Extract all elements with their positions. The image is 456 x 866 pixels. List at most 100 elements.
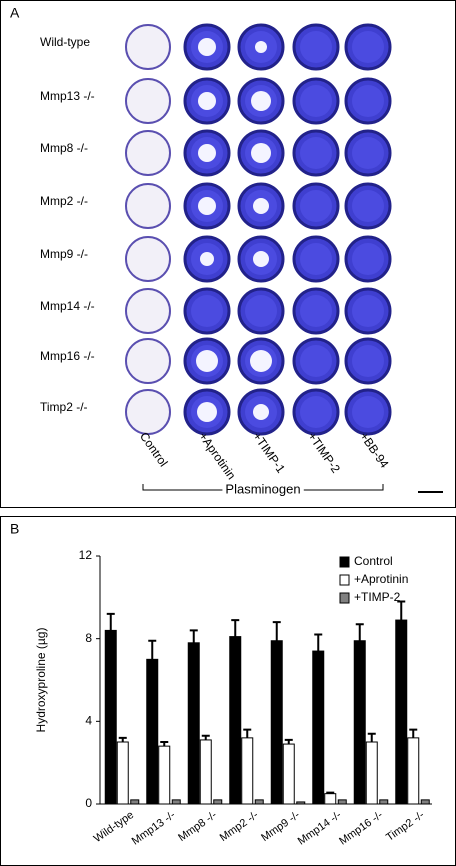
well-inner	[300, 137, 332, 169]
x-tick-label: Mmp16 -/-	[337, 809, 385, 848]
well-inner	[352, 190, 384, 222]
well-inner	[300, 396, 332, 428]
y-tick-label: 8	[85, 631, 92, 645]
column-label: +TIMP-1	[250, 430, 288, 476]
column-label: +Aprotinin	[196, 430, 239, 483]
bar	[254, 799, 264, 805]
lysis-spot	[255, 41, 267, 53]
row-label: Mmp16 -/-	[40, 349, 95, 363]
y-tick-label: 0	[85, 796, 92, 810]
error-bar	[106, 612, 115, 631]
bar	[146, 658, 159, 805]
well-inner	[300, 345, 332, 377]
bar	[270, 640, 283, 805]
row-label: Mmp8 -/-	[40, 141, 88, 155]
legend-swatch	[339, 556, 350, 568]
bar	[116, 741, 129, 805]
well-inner	[352, 31, 384, 63]
well-inner	[352, 396, 384, 428]
bar	[213, 799, 223, 805]
well-inner	[300, 31, 332, 63]
bar	[296, 801, 306, 805]
bar	[187, 642, 200, 805]
error-bar	[148, 639, 157, 660]
x-tick-label: Mmp14 -/-	[296, 809, 344, 848]
well-inner	[352, 85, 384, 117]
y-tick-label: 12	[79, 548, 93, 562]
error-bar	[272, 621, 281, 641]
column-label: +BB-94	[357, 430, 392, 471]
bar	[104, 629, 117, 805]
well-inner	[300, 190, 332, 222]
bar	[407, 737, 420, 805]
bar	[324, 793, 337, 805]
well-inner	[300, 85, 332, 117]
x-tick-label: Mmp13 -/-	[130, 809, 178, 848]
error-bar	[326, 791, 335, 794]
error-bar	[243, 728, 252, 738]
error-bar	[201, 734, 210, 740]
lysis-spot	[197, 402, 217, 422]
panel-label: A	[10, 5, 20, 21]
bar	[353, 640, 366, 805]
well-inner	[352, 243, 384, 275]
error-bar	[284, 738, 293, 745]
bar	[395, 619, 408, 805]
row-label: Mmp13 -/-	[40, 89, 95, 103]
well	[125, 338, 171, 384]
lysis-spot	[198, 144, 216, 162]
error-bar	[397, 600, 406, 621]
error-bar	[355, 623, 364, 641]
bar	[171, 799, 181, 805]
x-tick-label: Timp2 -/-	[384, 809, 427, 844]
well	[125, 389, 171, 435]
column-label: +TIMP-2	[305, 430, 343, 476]
row-label: Timp2 -/-	[40, 400, 88, 414]
lysis-spot	[250, 350, 272, 372]
error-bar	[314, 633, 323, 652]
legend-swatch	[339, 592, 350, 604]
row-label: Wild-type	[40, 35, 90, 49]
well-inner	[191, 295, 223, 327]
bar	[158, 745, 171, 805]
well	[125, 24, 171, 70]
bar	[241, 737, 254, 805]
lysis-spot	[253, 404, 269, 420]
bar	[199, 739, 212, 805]
error-bar	[160, 741, 169, 747]
bar	[282, 743, 295, 805]
bar	[365, 741, 378, 805]
bar	[229, 636, 242, 805]
well	[125, 130, 171, 176]
x-tick-label: Wild-type	[92, 809, 136, 845]
bar	[312, 650, 325, 805]
well-inner	[300, 243, 332, 275]
well	[125, 288, 171, 334]
x-tick-label: Mmp2 -/-	[218, 809, 261, 844]
lysis-spot	[251, 91, 271, 111]
well-inner	[300, 295, 332, 327]
lysis-spot	[251, 143, 271, 163]
error-bar	[118, 736, 127, 742]
bracket-label: Plasminogen	[225, 481, 300, 496]
lysis-spot	[253, 251, 269, 267]
error-bar	[367, 732, 376, 742]
panel-label: B	[10, 521, 19, 537]
legend-label: Control	[354, 554, 393, 568]
row-label: Mmp9 -/-	[40, 247, 88, 261]
well-inner	[352, 345, 384, 377]
column-label: Control	[137, 430, 171, 470]
well-inner	[352, 137, 384, 169]
well-inner	[245, 295, 277, 327]
well	[125, 78, 171, 124]
well-inner	[352, 295, 384, 327]
legend-label: +Aprotinin	[354, 572, 408, 586]
error-bar	[231, 619, 240, 637]
lysis-spot	[198, 197, 216, 215]
well	[125, 236, 171, 282]
bar	[420, 799, 430, 805]
row-label: Mmp14 -/-	[40, 299, 95, 313]
legend-swatch	[339, 574, 350, 586]
